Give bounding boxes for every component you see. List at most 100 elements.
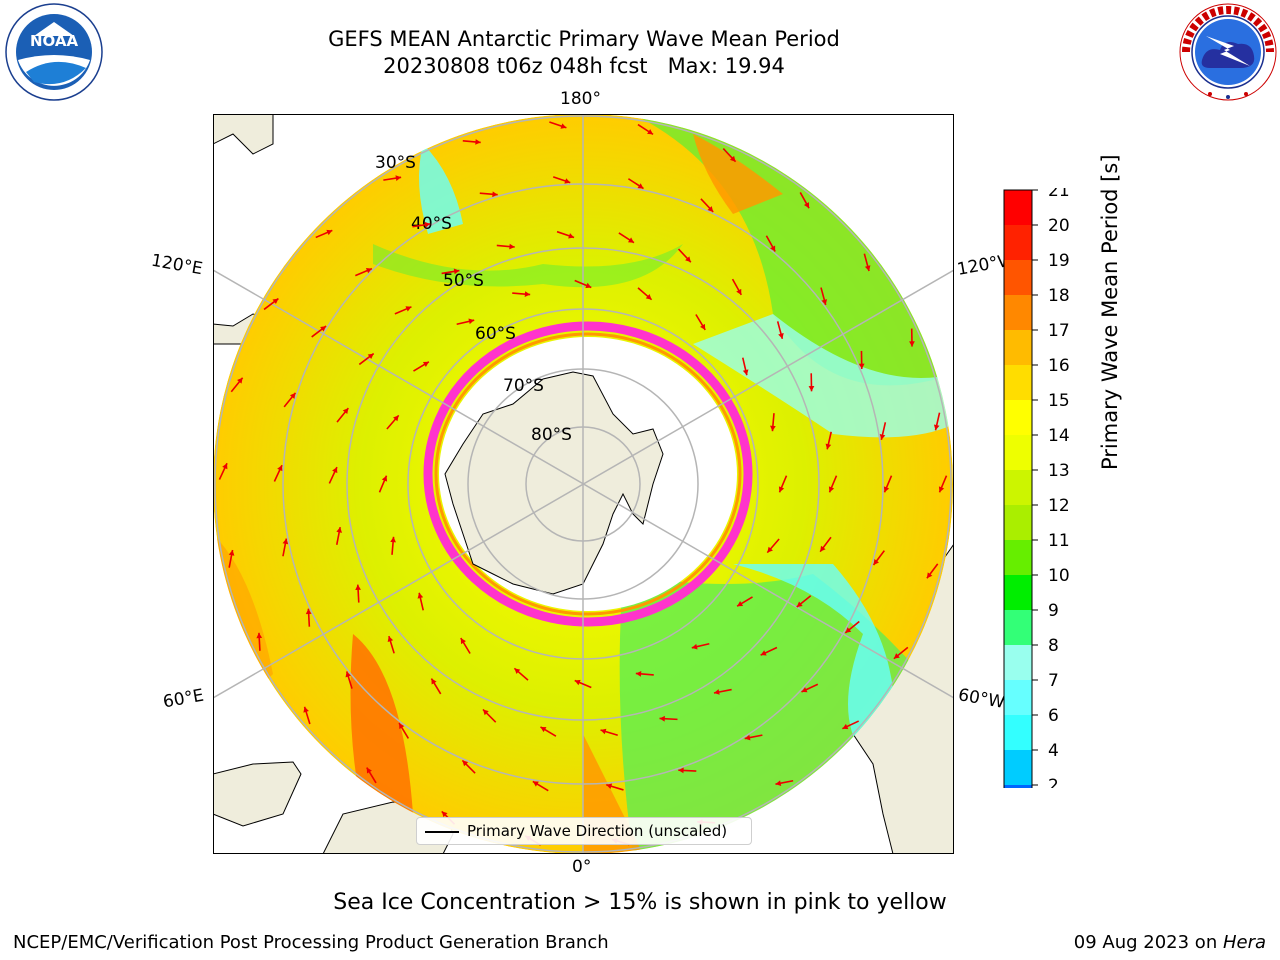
wave-arrow-head	[803, 201, 809, 208]
wave-arrow-head	[605, 782, 612, 789]
colorbar-segment	[1004, 435, 1032, 470]
wave-arrow-head	[808, 385, 814, 391]
wave-arrow-head	[221, 462, 227, 469]
wave-arrow-head	[744, 734, 750, 740]
wave-arrow-head	[387, 635, 393, 642]
wave-arrow-head	[766, 546, 773, 553]
wave-arrow-head	[778, 485, 784, 492]
wave-arrow-head	[335, 526, 342, 533]
colorbar-tick-label: 6	[1048, 706, 1059, 726]
lat-label-40: 40°S	[411, 214, 452, 234]
lon-label-60w: 60°W	[956, 685, 1007, 713]
wave-arrow-head	[276, 464, 282, 471]
wave-arrow-head	[825, 443, 831, 449]
wave-arrow-head	[271, 298, 278, 304]
wave-arrow-head	[331, 466, 337, 473]
wave-arrow-head	[389, 536, 396, 542]
colorbar-segment	[1004, 365, 1032, 400]
wave-arrow-head	[735, 288, 741, 295]
colorbar-tick-label: 14	[1048, 426, 1070, 446]
wave-arrow-head	[422, 361, 429, 367]
wave-arrow-head	[777, 332, 784, 339]
wave-arrow-head	[559, 122, 566, 129]
colorbar-segment	[1004, 330, 1032, 365]
wave-arrow-head	[345, 670, 351, 677]
chart-subtitle: 20230808 t06z 048h fcst Max: 19.94	[383, 54, 785, 78]
wave-arrow-head	[926, 571, 932, 578]
wave-arrow-head	[513, 667, 520, 674]
wave-arrow-head	[873, 558, 879, 565]
colorbar-tick-label: 10	[1048, 566, 1070, 586]
wave-arrow-head	[539, 726, 546, 732]
wave-arrow-head	[646, 128, 653, 134]
lat-label-60: 60°S	[475, 324, 516, 344]
colorbar-segment	[1004, 260, 1032, 295]
colorbar-tick-label: 11	[1048, 531, 1070, 551]
footer-host: Hera	[1222, 932, 1266, 953]
colorbar-tick-label: 7	[1048, 671, 1059, 691]
wave-arrow-head	[302, 706, 309, 713]
legend-line-swatch	[425, 831, 459, 833]
lat-label-30: 30°S	[375, 153, 416, 173]
noaa-logo-text: NOAA	[30, 32, 79, 50]
colorbar-segment	[1004, 715, 1032, 750]
lon-label-120e: 120°E	[149, 250, 205, 280]
sea-ice-note: Sea Ice Concentration > 15% is shown in …	[333, 890, 947, 915]
colorbar-segment	[1004, 505, 1032, 540]
lat-label-50: 50°S	[443, 271, 484, 291]
polar-map[interactable]: 30°S 40°S 50°S 60°S 70°S 80°S	[213, 114, 954, 854]
colorbar-segment	[1004, 470, 1032, 505]
colorbar-tick-label: 17	[1048, 321, 1070, 341]
wave-arrow-head	[736, 600, 743, 606]
wave-arrow-head	[524, 290, 530, 297]
wave-arrow-head	[467, 318, 474, 324]
wave-arrow-head	[460, 637, 466, 644]
wave-arrow-head	[684, 255, 691, 262]
wave-arrow-head	[844, 626, 851, 633]
wave-arrow-head	[801, 686, 807, 692]
wave-arrow-head	[828, 485, 834, 492]
wave-arrow-head	[883, 485, 889, 492]
legend: Primary Wave Direction (unscaled)	[416, 817, 752, 845]
colorbar-tick-label: 20	[1048, 216, 1070, 236]
wave-arrow-head	[508, 243, 515, 249]
wave-arrow-head	[289, 392, 295, 399]
colorbar-tick-label: 8	[1048, 636, 1059, 656]
wave-arrow-head	[635, 670, 641, 677]
colorbar-title: Primary Wave Mean Period [s]	[1098, 154, 1122, 470]
antarctica-landmass	[443, 370, 664, 595]
chart-title: GEFS MEAN Antarctic Primary Wave Mean Pe…	[328, 27, 840, 51]
wave-arrow-head	[532, 780, 539, 787]
wave-arrow-head	[774, 779, 781, 786]
lat-label-70: 70°S	[503, 376, 544, 396]
noaa-logo: NOAA	[5, 3, 103, 101]
wave-arrow-head	[769, 425, 776, 431]
wave-arrow-head	[365, 267, 372, 273]
wave-arrow-head	[819, 545, 826, 552]
wave-arrow-head	[600, 728, 606, 734]
wave-arrow-head	[228, 549, 234, 556]
colorbar-segment	[1004, 785, 1032, 788]
colorbar-segment	[1004, 680, 1032, 715]
wave-arrow-head	[430, 678, 437, 685]
wave-arrow-head	[319, 325, 326, 332]
colorbar-segment	[1004, 190, 1032, 225]
wave-arrow-head	[404, 305, 411, 312]
footer-credit: NCEP/EMC/Verification Post Processing Pr…	[13, 932, 609, 953]
wave-arrow-head	[325, 229, 332, 235]
wave-arrow-head	[282, 538, 288, 544]
wave-arrow-head	[742, 368, 748, 375]
lon-label-60e: 60°E	[161, 685, 206, 713]
wave-arrow-head	[461, 759, 468, 766]
wave-arrow-head	[392, 414, 399, 421]
wave-arrow-head	[482, 708, 489, 715]
wave-arrow-head	[424, 221, 430, 228]
wave-arrow-head	[938, 485, 944, 492]
wave-arrow-head	[474, 138, 481, 145]
wave-arrow-head	[713, 688, 720, 695]
map-canvas: 30°S 40°S 50°S 60°S 70°S 80°S	[214, 115, 953, 853]
wave-arrow-head	[417, 592, 423, 599]
colorbar-tick-label: 13	[1048, 461, 1070, 481]
wave-arrow-head	[645, 293, 652, 300]
wave-arrow-head	[677, 767, 684, 773]
